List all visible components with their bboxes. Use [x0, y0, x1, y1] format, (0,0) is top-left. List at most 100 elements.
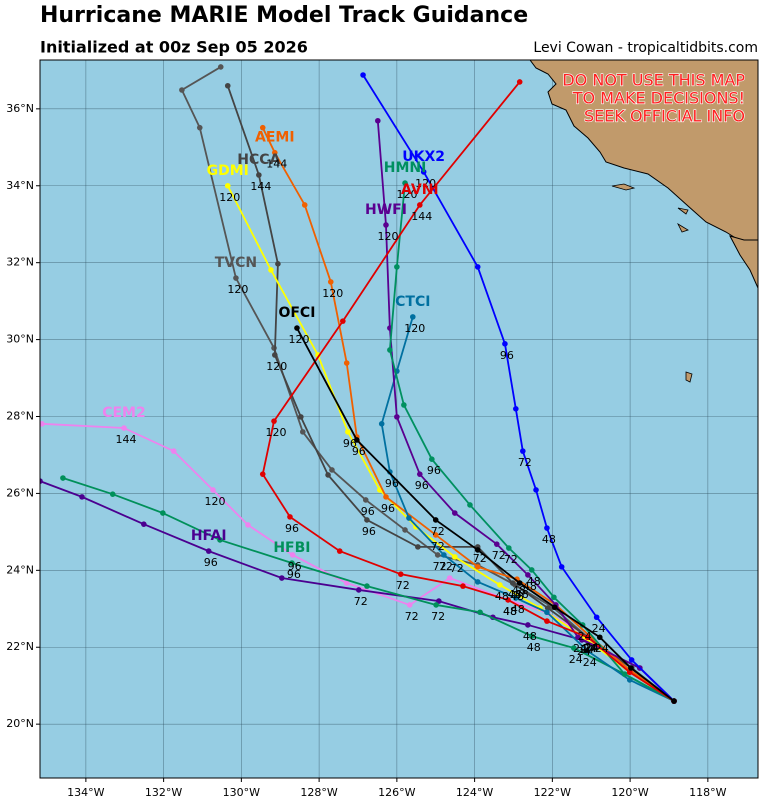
y-tick-label: 32°N	[6, 256, 34, 269]
track-point	[402, 180, 408, 186]
track-point	[474, 564, 481, 570]
model-name: HMNI	[384, 160, 427, 176]
track-point	[516, 79, 523, 85]
track-point	[416, 471, 423, 477]
hour-label: 24	[577, 645, 591, 658]
track-point	[259, 124, 266, 131]
track-line	[376, 120, 675, 702]
track-point	[345, 429, 351, 435]
model-name: GDMI	[207, 163, 249, 179]
track-point	[109, 491, 116, 497]
track-point	[259, 471, 266, 477]
track-point	[299, 429, 306, 435]
track-point	[406, 515, 412, 521]
hour-label: 120	[397, 188, 418, 201]
track-point	[401, 402, 407, 408]
y-tick-label: 26°N	[6, 486, 34, 499]
track-point	[575, 634, 581, 641]
hour-label: 96	[381, 502, 395, 515]
hour-label: 120	[266, 360, 287, 373]
hour-label: 48	[512, 584, 526, 597]
track-point	[360, 72, 366, 78]
track-point	[394, 264, 400, 270]
model-name: CEM2	[102, 405, 146, 421]
hour-label: 120	[404, 322, 425, 335]
track-point	[271, 352, 278, 358]
track-point	[410, 314, 416, 320]
track-point	[429, 456, 435, 462]
track-point	[467, 502, 473, 508]
hour-label: 96	[415, 479, 429, 492]
track-line	[62, 477, 675, 702]
track-point	[432, 532, 439, 538]
track-point	[544, 525, 550, 531]
track-point	[245, 522, 251, 528]
track-point	[516, 580, 523, 586]
hour-label: 144	[411, 210, 432, 223]
track-point	[205, 548, 212, 554]
model-name: OFCI	[278, 305, 315, 321]
track-point	[327, 279, 334, 285]
track-point	[364, 583, 370, 589]
hour-label: 72	[431, 610, 445, 623]
hour-label: 72	[396, 579, 410, 592]
track-point	[432, 517, 439, 523]
ocean	[40, 60, 758, 778]
hour-label: 48	[542, 533, 556, 546]
track-point	[298, 414, 304, 420]
model-name: HWFI	[365, 202, 407, 218]
track-line	[362, 74, 675, 702]
track-point	[271, 418, 277, 424]
track-point	[671, 698, 677, 704]
chart-subtitle: Initialized at 00z Sep 05 2026	[40, 38, 308, 57]
track-point	[343, 580, 350, 586]
y-tick-label: 24°N	[6, 563, 34, 576]
track-point	[196, 124, 203, 131]
track-line	[380, 316, 675, 702]
hour-label: 120	[204, 495, 225, 508]
track-point	[364, 517, 370, 523]
track-point	[394, 414, 400, 420]
island	[677, 207, 689, 215]
hour-label: 48	[527, 641, 541, 654]
hour-label: 24	[595, 642, 609, 655]
track-point	[275, 261, 281, 267]
warning-text: TO MAKE DECISIONS!	[572, 89, 745, 108]
hour-label: 72	[450, 562, 464, 575]
track-point	[378, 421, 385, 427]
y-tick-label: 28°N	[6, 410, 34, 423]
track-point	[493, 541, 500, 547]
track-line	[388, 182, 675, 702]
tracks: 24 48 72 96 120 144 CEM2 24 48 72 96 HFAI 24 48 72 96 HF…	[40, 64, 677, 704]
hour-label: 96	[287, 568, 301, 581]
track-point	[256, 172, 262, 178]
hour-label: 144	[250, 180, 271, 193]
y-tick-label: 20°N	[6, 717, 34, 730]
track-point	[354, 437, 360, 443]
track-point	[451, 554, 458, 560]
track-point	[513, 595, 519, 601]
hour-label: 144	[115, 433, 136, 446]
track-point	[433, 602, 439, 608]
hour-label: 96	[204, 556, 218, 569]
track-point	[596, 634, 603, 641]
track-point	[474, 579, 481, 585]
track-point	[626, 669, 633, 676]
hour-label: 24	[569, 653, 583, 666]
hour-label: 96	[285, 522, 299, 535]
track-point	[528, 567, 535, 573]
track-point	[593, 614, 600, 621]
model-track	[387, 180, 677, 704]
track-point	[406, 602, 413, 608]
x-tick-label: 132°W	[145, 786, 182, 799]
hour-label: 72	[492, 549, 506, 562]
track-point	[289, 560, 295, 566]
x-tick-label: 120°W	[611, 786, 648, 799]
track-point	[217, 537, 223, 543]
hour-label: 72	[504, 553, 518, 566]
hour-label: 120	[415, 177, 436, 190]
model-track	[378, 314, 677, 704]
track-point	[355, 587, 362, 593]
hour-label: 24	[583, 642, 597, 655]
